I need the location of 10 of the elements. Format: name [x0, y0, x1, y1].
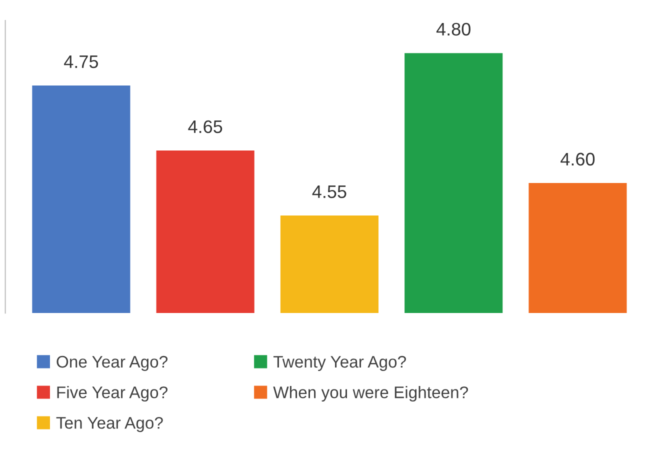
data-label: 4.55 [312, 185, 346, 198]
legend-label: Five Year Ago? [57, 386, 168, 402]
legend-label: Twenty Year Ago? [273, 356, 406, 371]
legend-label: Ten Year Ago? [56, 416, 163, 432]
data-label: 4.75 [64, 56, 98, 68]
legend-label: When you were Eighteen? [273, 386, 468, 402]
data-label: 4.80 [436, 22, 470, 36]
data-label: 4.60 [560, 152, 595, 166]
legend-label: One Year Ago? [56, 356, 168, 371]
data-label: 4.65 [188, 120, 222, 134]
